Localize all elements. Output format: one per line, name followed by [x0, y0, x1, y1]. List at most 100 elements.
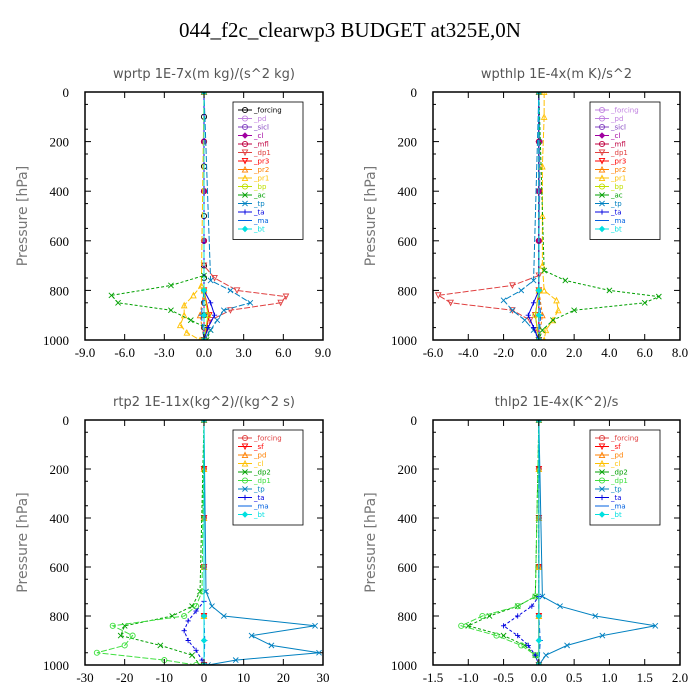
series-line-pr2	[538, 92, 543, 340]
x-tick-label: -20	[116, 670, 133, 685]
data-point	[599, 632, 606, 639]
y-axis-label: Pressure [hPa]	[15, 492, 31, 592]
series-line-bp	[203, 92, 209, 340]
data-point	[458, 622, 465, 629]
legend-entry: _bp	[610, 183, 624, 191]
x-tick-label: 1.0	[601, 670, 617, 685]
panel-title: wprtp 1E-7x(m kg)/(s^2 kg)	[113, 67, 295, 82]
legend-marker	[241, 451, 249, 459]
data-point	[201, 92, 207, 95]
y-tick-label: 400	[398, 511, 418, 526]
data-point	[214, 317, 221, 324]
data-point	[183, 328, 191, 336]
data-point	[117, 632, 124, 639]
legend-marker	[598, 106, 606, 114]
chart-panel-2: wpthlp 1E-4x(m K)/s^2 Pressure [hPa] 0 200 4…	[363, 67, 688, 360]
data-point	[447, 299, 454, 307]
series-line-ta	[502, 420, 540, 665]
legend-marker	[599, 200, 605, 207]
data-point	[652, 622, 659, 629]
legend-entry: _bt	[610, 511, 622, 519]
data-point	[282, 293, 290, 301]
data-point	[180, 311, 188, 319]
y-tick-label: 600	[398, 560, 418, 575]
legend-entry: _mfl	[253, 141, 269, 149]
y-tick-label: 400	[398, 184, 418, 199]
x-tick-label: 0.5	[566, 670, 582, 685]
series-line-dp1	[203, 92, 287, 340]
data-point	[115, 299, 121, 306]
x-tick-label: -4.0	[458, 345, 479, 360]
legend-entry: _bt	[610, 226, 622, 234]
legend-marker	[598, 477, 606, 484]
x-tick-label: -0.5	[493, 670, 514, 685]
data-point	[564, 642, 571, 649]
legend-marker	[598, 511, 606, 518]
data-point	[187, 317, 194, 324]
data-point	[193, 608, 199, 614]
data-point	[268, 642, 275, 649]
data-point	[189, 652, 196, 659]
data-point	[539, 162, 546, 170]
legend-entry: _cl	[610, 460, 620, 468]
data-point	[535, 311, 543, 319]
legend-marker	[242, 494, 248, 501]
x-tick-label: 6.0	[637, 345, 653, 360]
y-tick-label: 600	[50, 234, 70, 249]
x-tick-label: 9.0	[315, 345, 331, 360]
legend-entry: _ta	[610, 494, 622, 502]
x-tick-label: -3.0	[154, 345, 175, 360]
x-tick-label: -9.0	[75, 345, 96, 360]
data-point	[535, 612, 543, 620]
data-point	[109, 622, 116, 629]
data-point	[190, 291, 197, 299]
legend-entry: _dp2	[610, 469, 628, 477]
x-tick-label: 0.0	[531, 670, 547, 685]
data-point	[493, 632, 500, 639]
legend-marker	[598, 132, 606, 139]
x-tick-label: 8.0	[672, 345, 688, 360]
y-tick-label: 800	[50, 609, 70, 624]
data-point	[207, 277, 214, 284]
data-point	[606, 287, 613, 294]
x-tick-label: 2.0	[672, 670, 688, 685]
y-tick-label: 200	[50, 135, 70, 150]
data-point	[181, 612, 188, 620]
legend-marker	[242, 192, 248, 198]
legend-marker	[242, 469, 248, 475]
legend-marker	[599, 209, 605, 215]
y-tick-label: 200	[398, 135, 418, 150]
x-tick-label: -6.0	[423, 345, 444, 360]
chart-panel-3: rtp2 1E-11x(kg^2)/(kg^2 s) Pressure [hPa]…	[15, 395, 330, 685]
y-tick-label: 0	[411, 413, 418, 428]
data-point	[525, 642, 531, 648]
data-point	[247, 299, 254, 306]
series-line-dp1	[436, 92, 540, 340]
legend-marker	[241, 459, 249, 467]
y-axis-label: Pressure [hPa]	[15, 166, 31, 266]
data-point	[535, 662, 542, 665]
data-point	[205, 662, 211, 665]
legend-marker	[241, 183, 249, 190]
legend-marker	[599, 494, 605, 501]
y-tick-label: 0	[63, 85, 70, 100]
data-point	[515, 613, 521, 619]
x-tick-label: 10	[237, 670, 250, 685]
legend-marker	[241, 149, 249, 157]
x-tick-label: 1.5	[637, 670, 653, 685]
series-line-tp	[203, 420, 320, 665]
x-tick-label: -1.5	[423, 670, 444, 685]
legend-marker	[598, 451, 606, 459]
y-tick-label: 800	[50, 283, 70, 298]
legend-marker	[598, 459, 606, 467]
data-point	[549, 316, 557, 324]
legend-marker	[241, 477, 249, 484]
legend-entry: _ma	[253, 503, 269, 511]
y-axis-label: Pressure [hPa]	[363, 492, 379, 592]
chart-panel-1: wprtp 1E-7x(m kg)/(s^2 kg) Pressure [hPa]…	[15, 67, 331, 360]
data-point	[540, 92, 548, 96]
legend-entry: _forcing	[610, 107, 639, 115]
legend-marker	[241, 434, 249, 442]
x-tick-label: 3.0	[236, 345, 252, 360]
